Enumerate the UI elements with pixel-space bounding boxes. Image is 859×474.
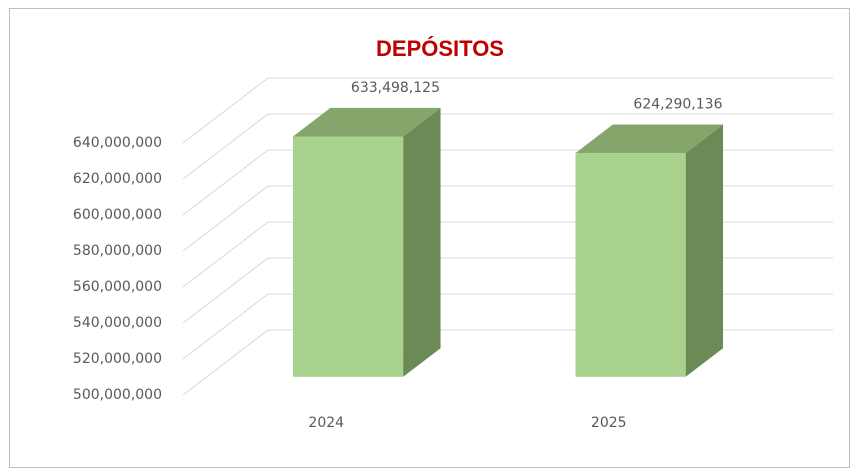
grid-line [182,185,269,252]
grid-line [182,113,269,180]
y-tick-label: 580,000,000 [73,243,162,259]
bar-top [292,107,441,137]
x-tick-label: 2025 [591,415,627,431]
chart-title: DEPÓSITOS [376,36,504,61]
bar-side [685,124,724,377]
grid-line [182,293,269,360]
grid-line [182,77,269,144]
bar-top [575,124,724,154]
bar-side [403,107,441,377]
bar [575,153,686,377]
data-label: 624,290,136 [633,96,722,112]
y-tick-label: 520,000,000 [73,351,162,367]
grid-line [182,149,269,216]
y-tick-label: 500,000,000 [73,387,162,403]
y-tick-label: 560,000,000 [73,279,162,295]
grid-line [182,221,269,288]
grid-line [182,329,269,396]
y-tick-label: 600,000,000 [73,207,162,223]
data-label: 633,498,125 [351,80,440,96]
y-tick-label: 620,000,000 [73,171,162,187]
grid-line [182,257,269,324]
bar [292,136,404,377]
y-tick-label: 540,000,000 [73,315,162,331]
y-tick-label: 640,000,000 [73,135,162,151]
x-tick-label: 2024 [308,415,344,431]
